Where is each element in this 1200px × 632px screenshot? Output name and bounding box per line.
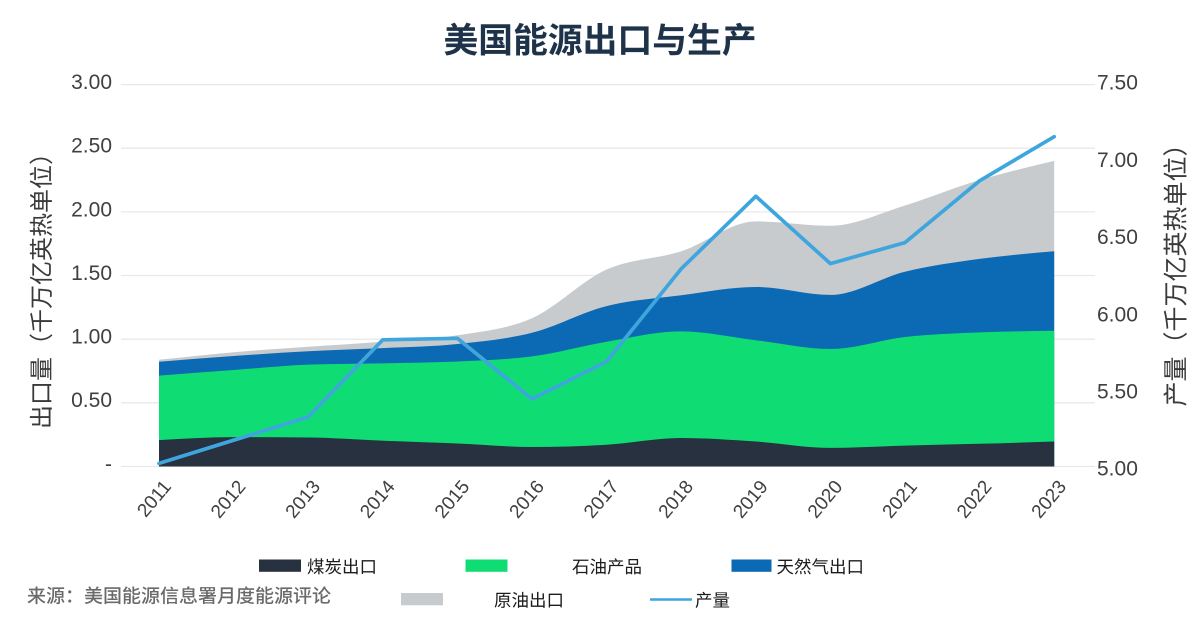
- svg-text:1.00: 1.00: [71, 326, 112, 349]
- svg-text:-: -: [105, 453, 112, 476]
- svg-text:6.00: 6.00: [1097, 303, 1138, 326]
- svg-text:0.50: 0.50: [71, 389, 112, 412]
- svg-text:7.50: 7.50: [1097, 72, 1138, 95]
- svg-text:6.50: 6.50: [1097, 226, 1138, 249]
- svg-text:5.50: 5.50: [1097, 381, 1138, 404]
- svg-text:2.00: 2.00: [71, 198, 112, 221]
- svg-text:7.00: 7.00: [1097, 149, 1138, 172]
- svg-text:5.00: 5.00: [1097, 458, 1138, 481]
- svg-text:3.00: 3.00: [71, 71, 112, 94]
- svg-text:2.50: 2.50: [71, 135, 112, 158]
- svg-text:1.50: 1.50: [71, 262, 112, 285]
